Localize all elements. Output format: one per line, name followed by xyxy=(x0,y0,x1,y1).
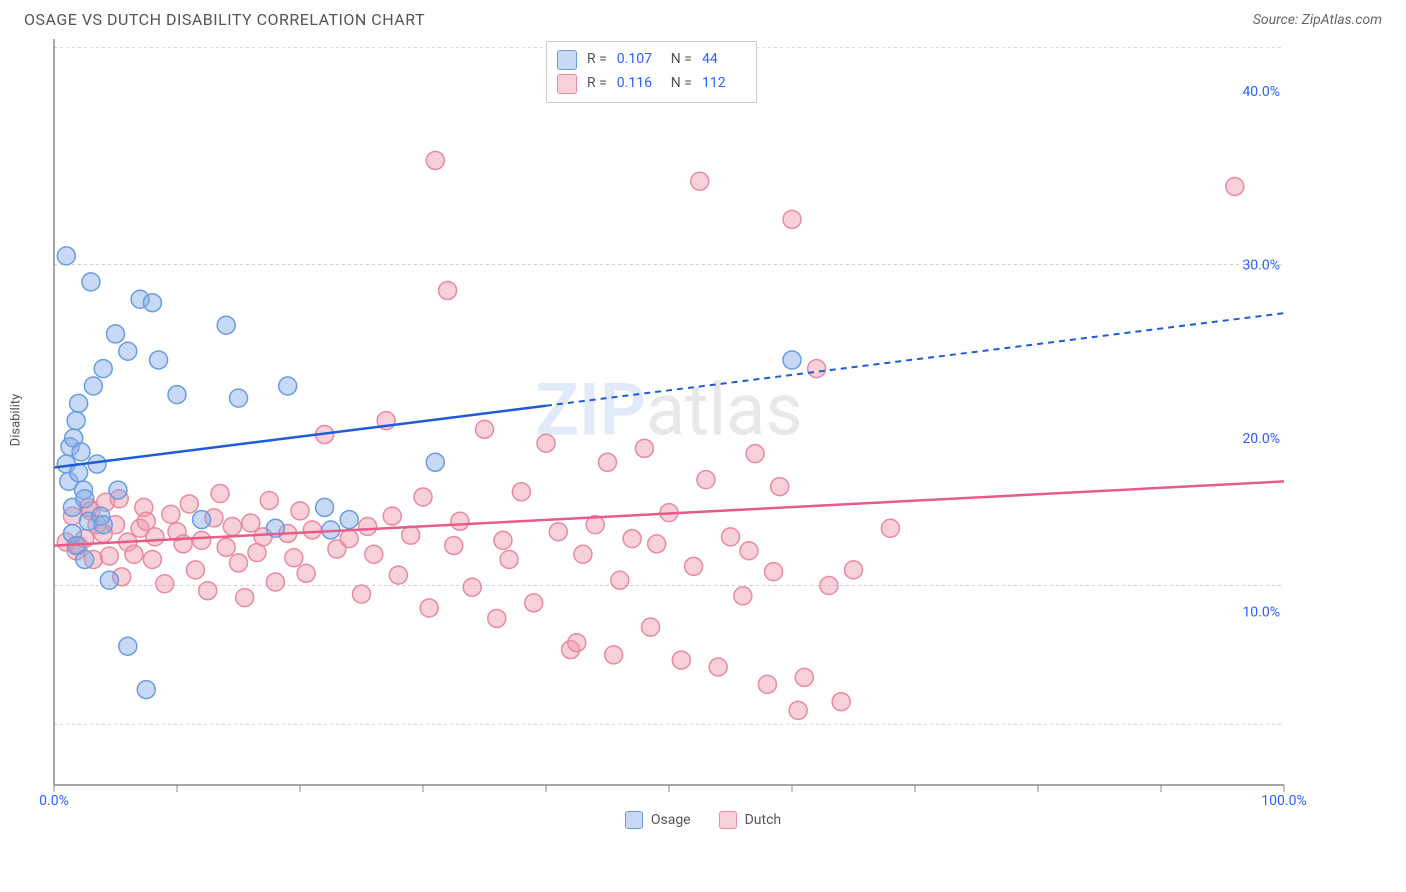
svg-text:20.0%: 20.0% xyxy=(1242,431,1280,447)
r-label: R = xyxy=(587,48,607,72)
stats-row-dutch: R = 0.116 N = 112 xyxy=(557,72,746,96)
n-value-osage: 44 xyxy=(702,48,746,72)
chart-title: OSAGE VS DUTCH DISABILITY CORRELATION CH… xyxy=(24,10,425,29)
swatch-dutch xyxy=(557,74,577,94)
r-label: R = xyxy=(587,72,607,96)
n-label: N = xyxy=(671,48,692,72)
svg-text:40.0%: 40.0% xyxy=(1242,84,1280,100)
scatter-plot: ZIPatlas 10.0% 20.0% 30.0% 40.0% 0.0% 100.0% xyxy=(24,35,1344,805)
svg-text:ZIPatlas: ZIPatlas xyxy=(535,367,802,452)
n-value-dutch: 112 xyxy=(702,72,746,96)
legend-label-dutch: Dutch xyxy=(745,812,782,828)
chart-container: Disability ZIPatlas10.0%20.0%30.0%40.0%0… xyxy=(24,35,1382,805)
legend-swatch-dutch xyxy=(719,811,737,829)
y-axis-label: Disability xyxy=(9,394,24,447)
svg-text:0.0%: 0.0% xyxy=(39,793,69,805)
source-attribution: Source: ZipAtlas.com xyxy=(1253,12,1382,28)
svg-text:10.0%: 10.0% xyxy=(1242,605,1280,621)
legend-swatch-osage xyxy=(625,811,643,829)
n-label: N = xyxy=(671,72,692,96)
bottom-legend: Osage Dutch xyxy=(0,805,1406,829)
swatch-osage xyxy=(557,50,577,70)
r-value-osage: 0.107 xyxy=(617,48,661,72)
r-value-dutch: 0.116 xyxy=(617,72,661,96)
stats-row-osage: R = 0.107 N = 44 xyxy=(557,48,746,72)
legend-item-osage: Osage xyxy=(625,811,691,829)
svg-text:30.0%: 30.0% xyxy=(1242,258,1280,274)
svg-text:100.0%: 100.0% xyxy=(1261,793,1306,805)
legend-item-dutch: Dutch xyxy=(719,811,782,829)
stats-legend-box: R = 0.107 N = 44 R = 0.116 N = 112 xyxy=(546,41,757,103)
legend-label-osage: Osage xyxy=(651,812,691,828)
